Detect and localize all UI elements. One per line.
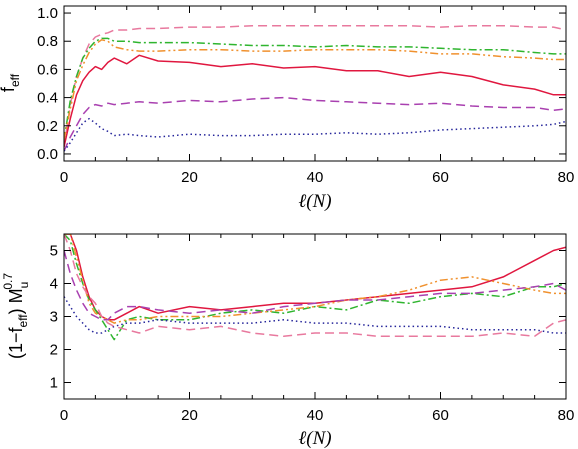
top-y-tick-label: 0.6: [37, 61, 58, 78]
top-series-line-3: [64, 39, 566, 141]
bottom-y-tick-label: 5: [50, 243, 58, 260]
top-y-tick-label: 1.0: [37, 5, 58, 22]
top-series-line-4: [64, 54, 566, 148]
bottom-series-line-1: [64, 234, 566, 321]
top-x-tick-label: 80: [558, 169, 575, 186]
bottom-x-tick-label: 20: [181, 407, 198, 424]
bottom-x-tick-label: 40: [307, 407, 324, 424]
top-series-group: [64, 24, 566, 152]
bottom-series-line-3: [64, 234, 566, 324]
top-y-tick-label: 0.0: [37, 146, 58, 163]
top-y-axis-title: feff: [0, 73, 22, 92]
bottom-y-tick-label: 4: [50, 276, 58, 293]
bottom-x-tick-label: 60: [432, 407, 449, 424]
top-series-line-2: [64, 37, 566, 141]
bottom-plot-frame: [63, 233, 567, 400]
bottom-y-axis-title-sup: 0.7: [1, 273, 15, 290]
bottom-panel: 0 20 40 60 80 1 2 3 4 5 ℓ(N) (1−feff) Mu0.7: [1, 233, 575, 449]
bottom-series-line-4: [64, 250, 566, 321]
bottom-y-tick-label: 2: [50, 342, 58, 359]
bottom-x-tick-label: 0: [60, 407, 68, 424]
bottom-y-axis-title-sub2: u: [17, 282, 31, 289]
top-series-line-1: [64, 24, 566, 148]
bottom-ticks: 0 20 40 60 80 1 2 3 4 5: [50, 234, 575, 424]
top-y-tick-label: 0.4: [37, 90, 58, 107]
bottom-y-tick-label: 3: [50, 309, 58, 326]
top-x-tick-label: 40: [307, 169, 324, 186]
bottom-y-axis-title-sub1: eff: [16, 314, 30, 328]
top-panel: 0 20 40 60 80 0.0 0.2 0.4 0.6 0.8 1.0 ℓ(N) feff: [0, 5, 574, 212]
top-x-axis-title: ℓ(N): [298, 191, 331, 212]
top-ticks: 0 20 40 60 80 0.0 0.2 0.4 0.6 0.8 1.0: [37, 5, 574, 186]
top-y-axis-title-sub: eff: [8, 73, 22, 87]
top-series-line-5: [64, 96, 566, 152]
bottom-y-axis-title-part1: (1−f: [6, 326, 26, 359]
bottom-x-tick-label: 80: [558, 407, 575, 424]
bottom-y-axis-title: (1−feff) Mu0.7: [1, 273, 31, 359]
bottom-y-axis-title-part2: ) M: [6, 288, 26, 314]
top-x-tick-label: 20: [181, 169, 198, 186]
bottom-x-axis-title: ℓ(N): [298, 428, 331, 449]
top-y-tick-label: 0.2: [37, 118, 58, 135]
top-x-tick-label: 60: [432, 169, 449, 186]
bottom-series-line-5: [64, 296, 566, 334]
top-y-tick-label: 0.8: [37, 33, 58, 50]
bottom-series-line-6: [64, 234, 566, 338]
top-x-tick-label: 0: [60, 169, 68, 186]
bottom-series-group: [64, 234, 566, 341]
bottom-y-tick-label: 1: [50, 375, 58, 392]
top-series-line-6: [64, 117, 566, 152]
top-y-axis-title-main: f: [0, 86, 18, 92]
